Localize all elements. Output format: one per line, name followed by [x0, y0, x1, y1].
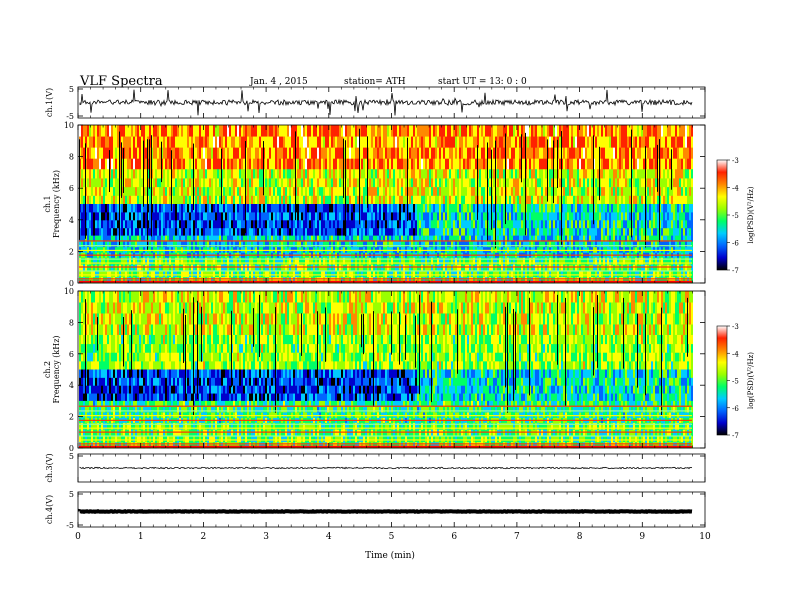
spec2-cbar-tick-label: -4 [732, 350, 739, 358]
spec2-cbar-tick-label: -6 [732, 405, 739, 413]
spec2-ytick-label: 2 [69, 413, 74, 422]
spec2-ylabel: ch.2 [43, 361, 52, 378]
ch4-ylabel: ch.4(V) [45, 495, 54, 524]
spec2-ytick-label: 8 [69, 318, 74, 327]
ch4-line [80, 511, 692, 512]
spec2-cbar-tick-label: -7 [732, 432, 739, 440]
spec2-cbar-tick-label: -5 [732, 378, 739, 386]
ch1-line [80, 90, 692, 116]
ch3-ylabel: ch.3(V) [45, 453, 54, 482]
spec1-cbar-tick-label: -7 [732, 267, 739, 275]
station-label: station= ATH [344, 77, 406, 87]
ch4-ytick-label: -5 [66, 521, 74, 530]
ch3-trace [80, 467, 692, 468]
x-tick-label: 9 [639, 532, 645, 542]
spec1-cbar-tick-label: -5 [732, 212, 739, 220]
spec2-spectrogram [79, 291, 693, 449]
spec1-ylabel: Frequency (kHz) [52, 170, 61, 238]
ch3-line [80, 467, 692, 468]
ch1-ylabel: ch.1(V) [45, 88, 54, 117]
x-axis-label: Time (min) [365, 550, 415, 561]
start-ut-label: start UT = 13: 0 : 0 [438, 77, 527, 87]
x-tick-label: 0 [75, 532, 81, 542]
ch1-ytick-label: -5 [66, 112, 74, 121]
spec2-ytick-label: 10 [64, 287, 74, 296]
spec1-ytick-label: 2 [69, 247, 74, 256]
x-tick-label: 6 [451, 532, 457, 542]
spec2-cbar-tick-label: -3 [732, 323, 739, 331]
spec1-cbar-tick-label: -3 [732, 157, 739, 165]
x-tick-label: 5 [389, 532, 395, 542]
spec1-ytick-label: 8 [69, 153, 74, 162]
spec1-cbar-tick-label: -6 [732, 240, 739, 248]
spec1-ytick-label: 6 [69, 184, 74, 193]
date-label: Jan. 4 , 2015 [249, 77, 308, 87]
ch4-ytick-label: 5 [69, 490, 74, 499]
x-tick-label: 1 [138, 532, 144, 542]
spec1-colorbar [717, 160, 727, 270]
x-tick-label: 2 [201, 532, 207, 542]
spec1-ylabel: ch.1 [43, 195, 52, 212]
spec2-ytick-label: 6 [69, 350, 74, 359]
ch3-ytick-label: 5 [69, 452, 74, 461]
ch4-trace [80, 511, 692, 512]
ch1-ytick-label: 5 [69, 85, 74, 94]
x-tick-label: 7 [514, 532, 520, 542]
x-tick-label: 3 [263, 532, 269, 542]
spec1-cbar-label: log(PSD)(V²/Hz) [747, 186, 755, 243]
spec1-ytick-label: 10 [64, 121, 74, 130]
x-tick-label: 10 [699, 532, 711, 542]
spec1-cbar-tick-label: -4 [732, 185, 739, 193]
spec1-spectrogram [79, 125, 693, 284]
spec2-ytick-label: 4 [69, 381, 74, 390]
x-tick-label: 8 [577, 532, 583, 542]
spec2-colorbar [717, 326, 727, 435]
spec2-cbar-label: log(PSD)(V²/Hz) [747, 352, 755, 409]
ch1-trace [80, 90, 692, 116]
spec1-ytick-label: 4 [69, 216, 74, 225]
x-tick-label: 4 [326, 532, 332, 542]
spec2-ylabel: Frequency (kHz) [52, 335, 61, 403]
